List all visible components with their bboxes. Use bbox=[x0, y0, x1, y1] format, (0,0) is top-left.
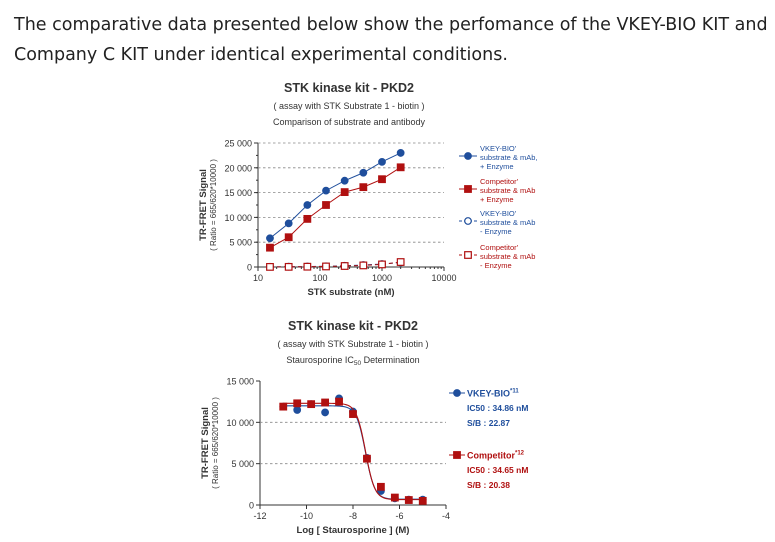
y-axis-label-2: ( Ratio = 665/620*10000 ) bbox=[211, 397, 220, 489]
data-point bbox=[396, 149, 405, 157]
fit-curve bbox=[283, 405, 422, 500]
data-point bbox=[279, 402, 288, 411]
data-point bbox=[322, 201, 330, 209]
data-point bbox=[418, 496, 427, 505]
y-tick-label: 5 000 bbox=[231, 459, 254, 469]
chart-title: STK kinase kit - PKD2 bbox=[284, 81, 414, 95]
ic50-label: IC50 : 34.86 nM bbox=[467, 403, 528, 413]
data-point bbox=[396, 163, 405, 172]
legend-marker bbox=[464, 251, 472, 259]
data-point bbox=[307, 400, 316, 409]
y-tick-label: 5 000 bbox=[229, 238, 252, 248]
data-point bbox=[404, 496, 413, 504]
legend-marker bbox=[453, 451, 461, 459]
x-tick-label: -12 bbox=[253, 511, 266, 521]
x-tick-label: 10 bbox=[253, 273, 263, 283]
legend-label: - Enzyme bbox=[480, 261, 512, 270]
chart-subtitle: ( assay with STK Substrate 1 - biotin ) bbox=[273, 101, 424, 111]
data-point bbox=[284, 233, 293, 242]
legend-label: substrate & mAb, bbox=[480, 153, 538, 162]
legend-label: Competitor' bbox=[480, 177, 519, 186]
data-point bbox=[322, 262, 330, 271]
data-point bbox=[349, 410, 357, 418]
data-point bbox=[321, 398, 329, 407]
chart-subtitle-2: Comparison of substrate and antibody bbox=[273, 117, 426, 127]
legend-label: substrate & mAb bbox=[480, 252, 535, 261]
y-tick-label: 20 000 bbox=[224, 163, 252, 173]
legend-label: substrate & mAb bbox=[480, 186, 535, 195]
legend-label: Competitor*12 bbox=[467, 451, 525, 461]
y-tick-label: 15 000 bbox=[226, 377, 254, 387]
x-tick-label: 10000 bbox=[431, 273, 456, 283]
data-point bbox=[378, 157, 386, 166]
data-point bbox=[284, 262, 293, 271]
data-point bbox=[266, 263, 274, 271]
sb-label: S/B : 20.38 bbox=[467, 480, 510, 490]
data-point bbox=[266, 243, 274, 252]
x-tick-label: -4 bbox=[442, 511, 450, 521]
data-point bbox=[293, 399, 302, 408]
x-tick-label: -8 bbox=[349, 511, 357, 521]
legend-label: Competitor' bbox=[480, 243, 519, 252]
y-axis-label: TR-FRET Signal bbox=[200, 407, 211, 479]
data-point bbox=[359, 168, 368, 177]
legend-label: + Enzyme bbox=[480, 162, 514, 171]
data-point bbox=[377, 482, 385, 491]
chart-title: STK kinase kit - PKD2 bbox=[288, 319, 418, 333]
data-point bbox=[359, 261, 368, 270]
data-point bbox=[303, 214, 312, 223]
legend-marker bbox=[453, 389, 461, 397]
y-axis-label: TR-FRET Signal bbox=[198, 169, 209, 241]
legend-label: - Enzyme bbox=[480, 227, 512, 236]
legend-marker bbox=[464, 185, 472, 193]
data-point bbox=[293, 406, 302, 414]
data-point bbox=[303, 262, 312, 271]
x-tick-label: 100 bbox=[312, 273, 327, 283]
y-tick-label: 15 000 bbox=[224, 188, 252, 198]
data-point bbox=[340, 262, 349, 270]
legend-label: + Enzyme bbox=[480, 195, 514, 204]
legend-marker bbox=[464, 152, 472, 160]
data-point bbox=[322, 186, 330, 195]
data-point bbox=[359, 183, 368, 192]
data-point bbox=[363, 454, 371, 463]
data-point bbox=[340, 188, 349, 197]
chart-subtitle: ( assay with STK Substrate 1 - biotin ) bbox=[277, 339, 428, 349]
sb-label: S/B : 22.87 bbox=[467, 418, 510, 428]
data-point bbox=[284, 219, 293, 228]
chart-subtitle-2: Staurosporine IC50 Determination bbox=[286, 355, 419, 367]
legend-label: VKEY-BIO' bbox=[480, 209, 517, 218]
legend-label: substrate & mAb bbox=[480, 218, 535, 227]
legend-label: VKEY-BIO' bbox=[480, 144, 517, 153]
data-point bbox=[321, 408, 330, 417]
x-axis-label: Log [ Staurosporine ] (M) bbox=[297, 525, 410, 536]
x-tick-label: -10 bbox=[300, 511, 313, 521]
data-point bbox=[303, 201, 312, 209]
data-point bbox=[335, 397, 343, 406]
data-point bbox=[340, 176, 349, 185]
data-point bbox=[378, 260, 386, 269]
y-tick-label: 10 000 bbox=[226, 418, 254, 428]
data-point bbox=[390, 493, 399, 502]
data-point bbox=[266, 234, 274, 243]
data-point bbox=[378, 175, 386, 184]
x-tick-label: 1000 bbox=[372, 273, 392, 283]
x-tick-label: -6 bbox=[395, 511, 403, 521]
y-tick-label: 10 000 bbox=[224, 213, 252, 223]
y-tick-label: 25 000 bbox=[224, 139, 252, 149]
intro-text: The comparative data presented below sho… bbox=[14, 15, 768, 65]
x-axis-label: STK substrate (nM) bbox=[307, 287, 394, 298]
y-axis-label-2: ( Ratio = 665/620*10000 ) bbox=[209, 159, 218, 251]
y-tick-label: 0 bbox=[247, 263, 252, 273]
y-tick-label: 0 bbox=[249, 501, 254, 511]
legend-label: VKEY-BIO*11 bbox=[467, 389, 519, 399]
ic50-label: IC50 : 34.65 nM bbox=[467, 465, 528, 475]
data-point bbox=[396, 258, 405, 266]
legend-marker bbox=[464, 217, 472, 225]
